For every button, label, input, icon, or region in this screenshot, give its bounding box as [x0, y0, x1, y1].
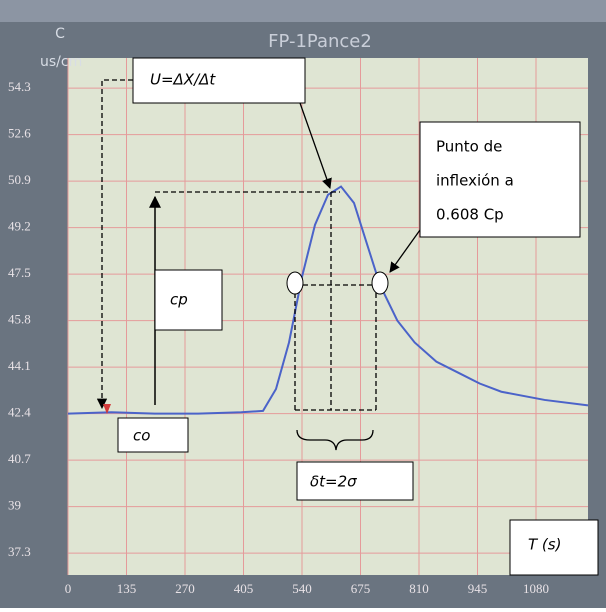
annotation: cp [170, 291, 188, 309]
inflection-point [372, 272, 388, 294]
annotation-box [155, 270, 222, 330]
x-tick-label: 1080 [523, 581, 549, 596]
y-tick-label: 40.7 [8, 451, 31, 466]
y-tick-label: 47.5 [8, 265, 31, 280]
x-tick-label: 945 [468, 581, 488, 596]
annotation: 0.608 Cp [436, 206, 504, 224]
x-tick-label: 540 [292, 581, 312, 596]
annotation-box [118, 418, 188, 452]
y-tick-label: 39 [8, 498, 21, 513]
y-tick-label: 37.3 [8, 544, 31, 559]
annotation: U=ΔX/Δt [150, 71, 216, 89]
annotation: δt=2σ [310, 473, 357, 491]
inflection-point [287, 272, 303, 294]
x-tick-label: 675 [351, 581, 371, 596]
y-tick-label: 49.2 [8, 219, 31, 234]
annotation: T (s) [528, 536, 561, 554]
x-tick-label: 405 [234, 581, 254, 596]
y-tick-label: 42.4 [8, 405, 31, 420]
x-tick-label: 270 [175, 581, 195, 596]
y-axis-label: C [55, 26, 65, 42]
chart-title: FP-1Pance2 [268, 31, 372, 52]
y-tick-label: 50.9 [8, 172, 31, 187]
chart: FP-1Pance2 C us/cm 37.3 39 40.7 42.4 44.1 45.… [0, 0, 606, 608]
y-tick-label: 44.1 [8, 358, 31, 373]
y-axis-unit: us/cm [40, 54, 82, 70]
y-tick-label: 54.3 [8, 79, 31, 94]
y-tick-label: 45.8 [8, 312, 31, 327]
x-tick-label: 0 [65, 581, 72, 596]
annotation: inflexión a [436, 172, 514, 190]
y-tick-label: 52.6 [8, 126, 31, 141]
x-tick-label: 810 [409, 581, 429, 596]
menu-bar [0, 0, 606, 22]
x-tick-label: 135 [117, 581, 137, 596]
annotation: co [133, 427, 150, 445]
annotation: Punto de [436, 138, 502, 156]
